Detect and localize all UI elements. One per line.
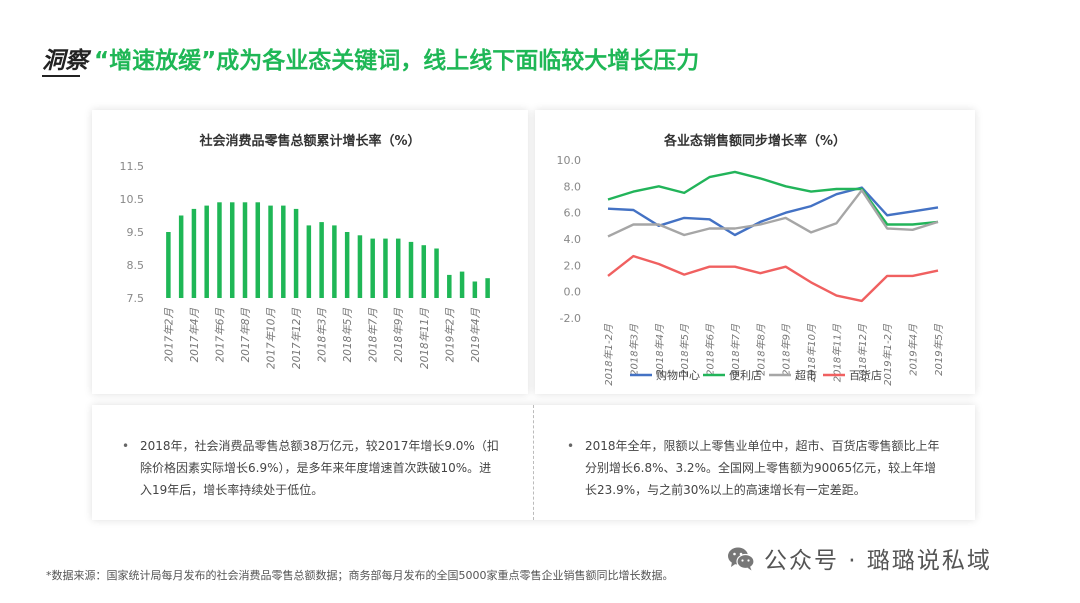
y-tick-label: 4.0 xyxy=(564,233,582,246)
watermark: 公众号 · 璐璐说私域 xyxy=(726,541,992,575)
bar xyxy=(229,202,235,298)
y-tick-label: -2.0 xyxy=(560,312,581,325)
x-tick-label: 2018年8月 xyxy=(755,323,767,376)
legend-label: 百货店 xyxy=(849,368,882,382)
bar xyxy=(434,248,439,298)
series-line xyxy=(607,170,939,226)
bar xyxy=(293,208,299,298)
title-prefix: 洞察 xyxy=(42,48,88,74)
note-left-text: 2018年，社会消费品零售总额38万亿元，较2017年增长9.0%（扣除价格因素… xyxy=(140,439,499,497)
note-right-text: 2018年全年，限额以上零售业单位中，超市、百货店零售额比上年分别增长6.8%、… xyxy=(585,439,940,497)
x-tick-label: 2018年9月 xyxy=(781,323,793,376)
x-tick-label: 2019年2月 xyxy=(444,308,456,363)
note-left: • 2018年，社会消费品零售总额38万亿元，较2017年增长9.0%（扣除价格… xyxy=(122,435,502,501)
x-tick-label: 2018年1-2月 xyxy=(603,323,615,386)
x-tick-label: 2018年9月 xyxy=(393,308,405,363)
bar xyxy=(383,238,388,298)
bar xyxy=(217,202,222,298)
x-tick-label: 2018年11月 xyxy=(831,323,843,382)
bar xyxy=(204,205,209,298)
x-tick-label: 2018年10月 xyxy=(806,323,818,382)
bar xyxy=(306,225,312,298)
retail-growth-chart-card: 社会消费品零售总额累计增长率（%） 7.5 8.5 9.5 10.5 11.5 2017年… xyxy=(92,110,528,394)
x-tick-label: 2018年5月 xyxy=(342,308,354,363)
x-tick-label: 2017年6月 xyxy=(214,308,226,363)
y-tick-label: 6.0 xyxy=(564,207,582,220)
bar xyxy=(166,232,171,298)
bar xyxy=(281,205,286,298)
x-tick-label: 2018年4月 xyxy=(654,323,666,376)
y-tick-label: 9.5 xyxy=(127,226,145,239)
title-underline xyxy=(42,75,80,77)
title-rest: 成为各业态关键词，线上线下面临较大增长压力 xyxy=(216,48,700,74)
bar xyxy=(242,202,248,298)
x-tick-label: 2017年10月 xyxy=(266,308,278,370)
bar xyxy=(421,245,427,298)
bar xyxy=(332,225,337,298)
bar xyxy=(357,235,363,298)
left-chart-title: 社会消费品零售总额累计增长率（%） xyxy=(199,134,421,149)
notes-card: • 2018年，社会消费品零售总额38万亿元，较2017年增长9.0%（扣除价格… xyxy=(92,405,975,520)
legend-label: 购物中心 xyxy=(656,368,700,382)
retail-growth-bar-chart: 7.5 8.5 9.5 10.5 11.5 2017年2月 2017年4月 2017年6月 20… xyxy=(120,160,490,370)
x-tick-label: 2018年3月 xyxy=(317,308,329,363)
bar xyxy=(268,205,273,298)
bar xyxy=(408,241,414,298)
y-tick-label: 11.5 xyxy=(120,160,145,173)
bar xyxy=(395,238,401,298)
bar xyxy=(472,281,478,298)
x-tick-label: 2018年12月 xyxy=(857,323,869,382)
title-highlight: “增速放缓” xyxy=(94,48,217,74)
bar xyxy=(344,232,350,298)
y-tick-label: 10.5 xyxy=(120,193,145,206)
right-chart-title: 各业态销售额同步增长率（%） xyxy=(663,134,847,149)
series-line xyxy=(607,186,939,237)
x-tick-label: 2017年4月 xyxy=(189,308,201,363)
wechat-icon xyxy=(728,547,755,571)
bar xyxy=(370,238,375,298)
page-title: 洞察 “增速放缓” 成为各业态关键词，线上线下面临较大增长压力 xyxy=(42,38,699,78)
x-tick-label: 2017年8月 xyxy=(240,308,252,363)
x-tick-label: 2019年4月 xyxy=(470,308,482,363)
x-tick-label: 2017年2月 xyxy=(163,308,175,363)
y-tick-label: 10.0 xyxy=(557,154,582,167)
x-tick-label: 2019年4月 xyxy=(908,323,920,376)
series-line xyxy=(607,254,939,303)
x-tick-label: 2018年3月 xyxy=(628,323,640,376)
x-tick-label: 2019年5月 xyxy=(933,323,945,376)
legend-label: 便利店 xyxy=(729,368,762,382)
bar xyxy=(447,274,452,298)
format-growth-chart-card: 各业态销售额同步增长率（%） -2.0 0.0 2.0 4.0 6.0 8.0 10.0 20… xyxy=(535,110,975,394)
bullet-icon: • xyxy=(122,439,130,453)
y-tick-label: 8.5 xyxy=(127,259,145,272)
x-tick-label: 2017年12月 xyxy=(291,308,303,370)
y-tick-label: 8.0 xyxy=(564,180,582,193)
watermark-text: 公众号 · 璐璐说私域 xyxy=(764,548,992,574)
bar xyxy=(255,202,261,298)
bullet-icon: • xyxy=(567,439,575,453)
format-growth-line-chart: -2.0 0.0 2.0 4.0 6.0 8.0 10.0 2018年1-2月 2018年3月 2… xyxy=(557,154,946,386)
legend-label: 超市 xyxy=(795,368,817,382)
bar xyxy=(319,222,324,298)
notes-divider xyxy=(533,405,534,520)
x-tick-label: 2018年11月 xyxy=(419,308,431,370)
x-tick-label: 2019年1-2月 xyxy=(882,323,894,386)
bar xyxy=(178,215,184,298)
bar xyxy=(459,271,465,298)
bar xyxy=(191,208,197,298)
y-tick-label: 2.0 xyxy=(564,259,582,272)
data-source-note: *数据来源：国家统计局每月发布的社会消费品零售总额数据；商务部每月发布的全国50… xyxy=(46,569,674,582)
bar xyxy=(485,278,490,298)
x-tick-label: 2018年7月 xyxy=(730,323,742,376)
note-right: • 2018年全年，限额以上零售业单位中，超市、百货店零售额比上年分别增长6.8… xyxy=(567,435,947,501)
y-tick-label: 7.5 xyxy=(127,292,145,305)
x-tick-label: 2018年5月 xyxy=(679,323,691,376)
x-tick-label: 2018年7月 xyxy=(368,308,380,363)
series-line xyxy=(607,189,939,238)
y-tick-label: 0.0 xyxy=(564,286,582,299)
x-tick-label: 2018年6月 xyxy=(705,323,717,376)
